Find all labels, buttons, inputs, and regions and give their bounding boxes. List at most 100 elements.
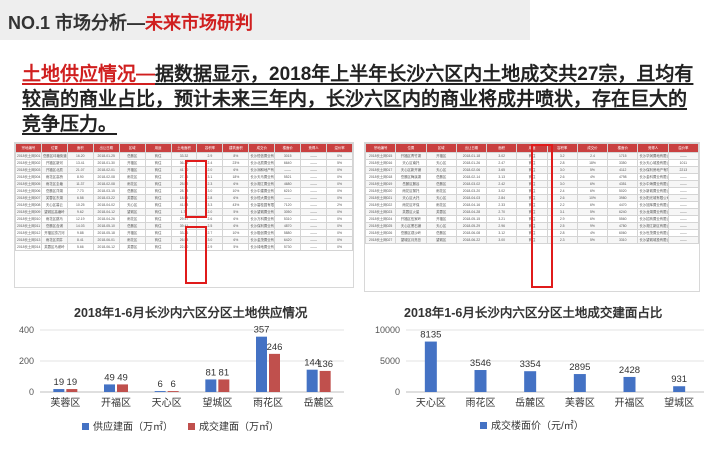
headline-topic: 土地供应情况— xyxy=(22,64,156,85)
table-cell: 长沙世茂置业有限公司 xyxy=(637,229,669,237)
table-cell: 5.66 xyxy=(66,243,94,251)
table-cell: 1715 xyxy=(607,152,639,160)
table-cell: 0% xyxy=(326,187,353,195)
table-cell: 6% xyxy=(222,180,250,188)
table-cell: 5521 xyxy=(274,173,302,181)
table-cell: 天心区 xyxy=(425,159,457,167)
table-cell: —— xyxy=(300,215,328,223)
table-cell: 2018-01-26 xyxy=(455,159,488,167)
x-tick-label: 开福区 xyxy=(101,396,131,409)
x-tick-label: 岳麓区 xyxy=(515,396,545,409)
table-cell: 芙蓉区东湖 xyxy=(40,194,68,202)
table-row: 2018长土网003 开福区北辰 21.07 2018-02-01 开福区 商住 41.70… xyxy=(15,166,353,174)
table-cell: 天心区 xyxy=(118,201,146,209)
page-title-prefix: NO.1 市场分析— xyxy=(8,13,146,33)
table-cell: 2018-03-20 xyxy=(455,187,488,195)
table-cell: 2018-06-22 xyxy=(455,236,488,244)
table-cell: 2018-03-02 xyxy=(455,180,488,188)
column-header: 土地面积 xyxy=(170,143,198,153)
column-header: 楼面价 xyxy=(274,143,302,153)
table-cell: 2018-01-30 xyxy=(92,159,120,167)
table-cell: 天心区南托 xyxy=(395,159,427,167)
land-supply-table: 宗地编号 位置 面积 出让日期 区域 用途 土地面积 容积率 建筑面积 成交价 楼面价 竞得人 溢价率 2… xyxy=(15,143,353,251)
table-cell: 2018长土网012 xyxy=(15,229,42,237)
table-header-row: 宗地编号 位置 面积 出让日期 区域 用途 土地面积 容积率 建筑面积 成交价 楼面价 竞得人 溢价率 xyxy=(15,143,353,153)
table-cell: 6% xyxy=(222,222,250,230)
table-cell: 2.9 xyxy=(196,152,224,160)
table-cell: 芙蓉区 xyxy=(118,243,146,251)
table-cell: 2018-04-26 xyxy=(92,215,120,223)
table-cell: 商住 xyxy=(144,201,172,209)
table-row: 2018长土网007 芙蓉区东湖 6.58 2018-03-22 芙蓉区 商住 18.55 2… xyxy=(15,194,353,202)
table-cell: 2018-05-15 xyxy=(455,215,488,223)
table-cell: —— xyxy=(667,194,699,202)
table-row: 2018长土网012 开福区捞刀河 9.88 2018-05-18 开福区 商住 33.26… xyxy=(15,229,353,237)
table-cell: 6% xyxy=(576,201,609,209)
table-cell: 6240 xyxy=(607,208,639,216)
bar xyxy=(117,384,128,392)
table-row: 2018长土网006 岳麓区洋湖 7.73 2018-03-15 岳麓区 商住 28.78 3… xyxy=(15,187,353,195)
table-cell: 21.07 xyxy=(66,166,94,174)
table-cell: 5% xyxy=(326,159,353,167)
bar xyxy=(53,389,65,392)
x-tick-label: 望城区 xyxy=(202,396,232,409)
table-cell: 2018-04-02 xyxy=(92,201,120,209)
table-cell: —— xyxy=(300,208,328,216)
table-cell: 长沙金茂置业有限公司 xyxy=(248,236,276,244)
bar xyxy=(218,379,230,392)
table-cell: 开福区新河 xyxy=(40,159,68,167)
column-header: 楼面价 xyxy=(607,143,639,153)
table-row: 2018长土网011 岳麓区含浦 14.03 2018-05-10 岳麓区 商住 39.41… xyxy=(15,222,353,230)
table-cell: 雨花区 xyxy=(425,201,457,209)
table-cell: 岳麓区 xyxy=(118,187,146,195)
bar xyxy=(623,376,636,392)
table-cell: 长沙招商置业有限公司 xyxy=(637,215,669,223)
table-cell: 长沙龙湖置业有限公司 xyxy=(637,208,669,216)
table-cell: —— xyxy=(300,229,328,237)
table-cell: 3.00 xyxy=(486,236,518,244)
table-cell: —— xyxy=(667,152,699,160)
bar xyxy=(104,384,115,392)
table-cell: 长沙金科置业有限公司 xyxy=(637,173,669,181)
table-cell: 0% xyxy=(326,173,353,181)
table-cell: 商住 xyxy=(144,222,172,230)
table-cell: 2018长土网004 xyxy=(15,173,42,181)
table-cell: 2018长土网009 xyxy=(15,208,42,216)
table-cell: 岳麓区 xyxy=(425,173,457,181)
table-cell: 3310 xyxy=(607,236,639,244)
data-label: 357 xyxy=(254,325,270,336)
table-cell: —— xyxy=(667,236,699,244)
table-cell: 2018-04-16 xyxy=(455,201,488,209)
table-cell: 2018-04-12 xyxy=(92,208,120,216)
table-cell: 天心区大托 xyxy=(395,194,427,202)
table-cell: 0% xyxy=(326,229,353,237)
table-cell: 开福区 xyxy=(118,166,146,174)
table-cell: 长沙恒信置业有限公司 xyxy=(248,152,276,160)
legend-label: 供应建面（万㎡） xyxy=(93,420,173,433)
table-row: 2018长土网013 雨花区洞井 8.41 2018-06-01 雨花区 商住 26.53 3… xyxy=(15,236,353,244)
table-cell: 3.02 xyxy=(486,187,518,195)
column-header: 成交价 xyxy=(248,143,276,153)
table-cell: 长沙保利房地产有限公司 xyxy=(637,166,669,174)
table-cell: 3.65 xyxy=(486,166,518,174)
table-cell: 3.13 xyxy=(486,173,518,181)
table-cell: 商住 xyxy=(144,243,172,251)
table-cell: 2.47 xyxy=(486,159,518,167)
table-cell: 12.19 xyxy=(66,215,94,223)
table-row: 2018长土网014 芙蓉区马坡岭 5.66 2018-06-12 芙蓉区 商住 22.80… xyxy=(15,243,353,251)
table-cell: 2% xyxy=(326,201,353,209)
bar xyxy=(205,379,217,392)
table-cell: 岳麓区梅溪湖 xyxy=(395,173,427,181)
table-cell: —— xyxy=(300,173,328,181)
table-cell: 雨花区圭塘 xyxy=(40,180,68,188)
table-cell: 4798 xyxy=(607,173,639,181)
table-cell: 岳麓区观沙岭 xyxy=(395,229,427,237)
table-cell: 10% xyxy=(222,229,250,237)
table-cell: 雨花区 xyxy=(118,215,146,223)
data-label: 6 xyxy=(171,379,176,390)
table-cell: 开福区 xyxy=(118,159,146,167)
table-cell: 岳麓区 xyxy=(425,229,457,237)
table-cell: 岳麓区含浦 xyxy=(40,222,68,230)
title-bar: NO.1 市场分析—未来市场研判 xyxy=(0,0,530,40)
table-cell: —— xyxy=(274,194,302,202)
